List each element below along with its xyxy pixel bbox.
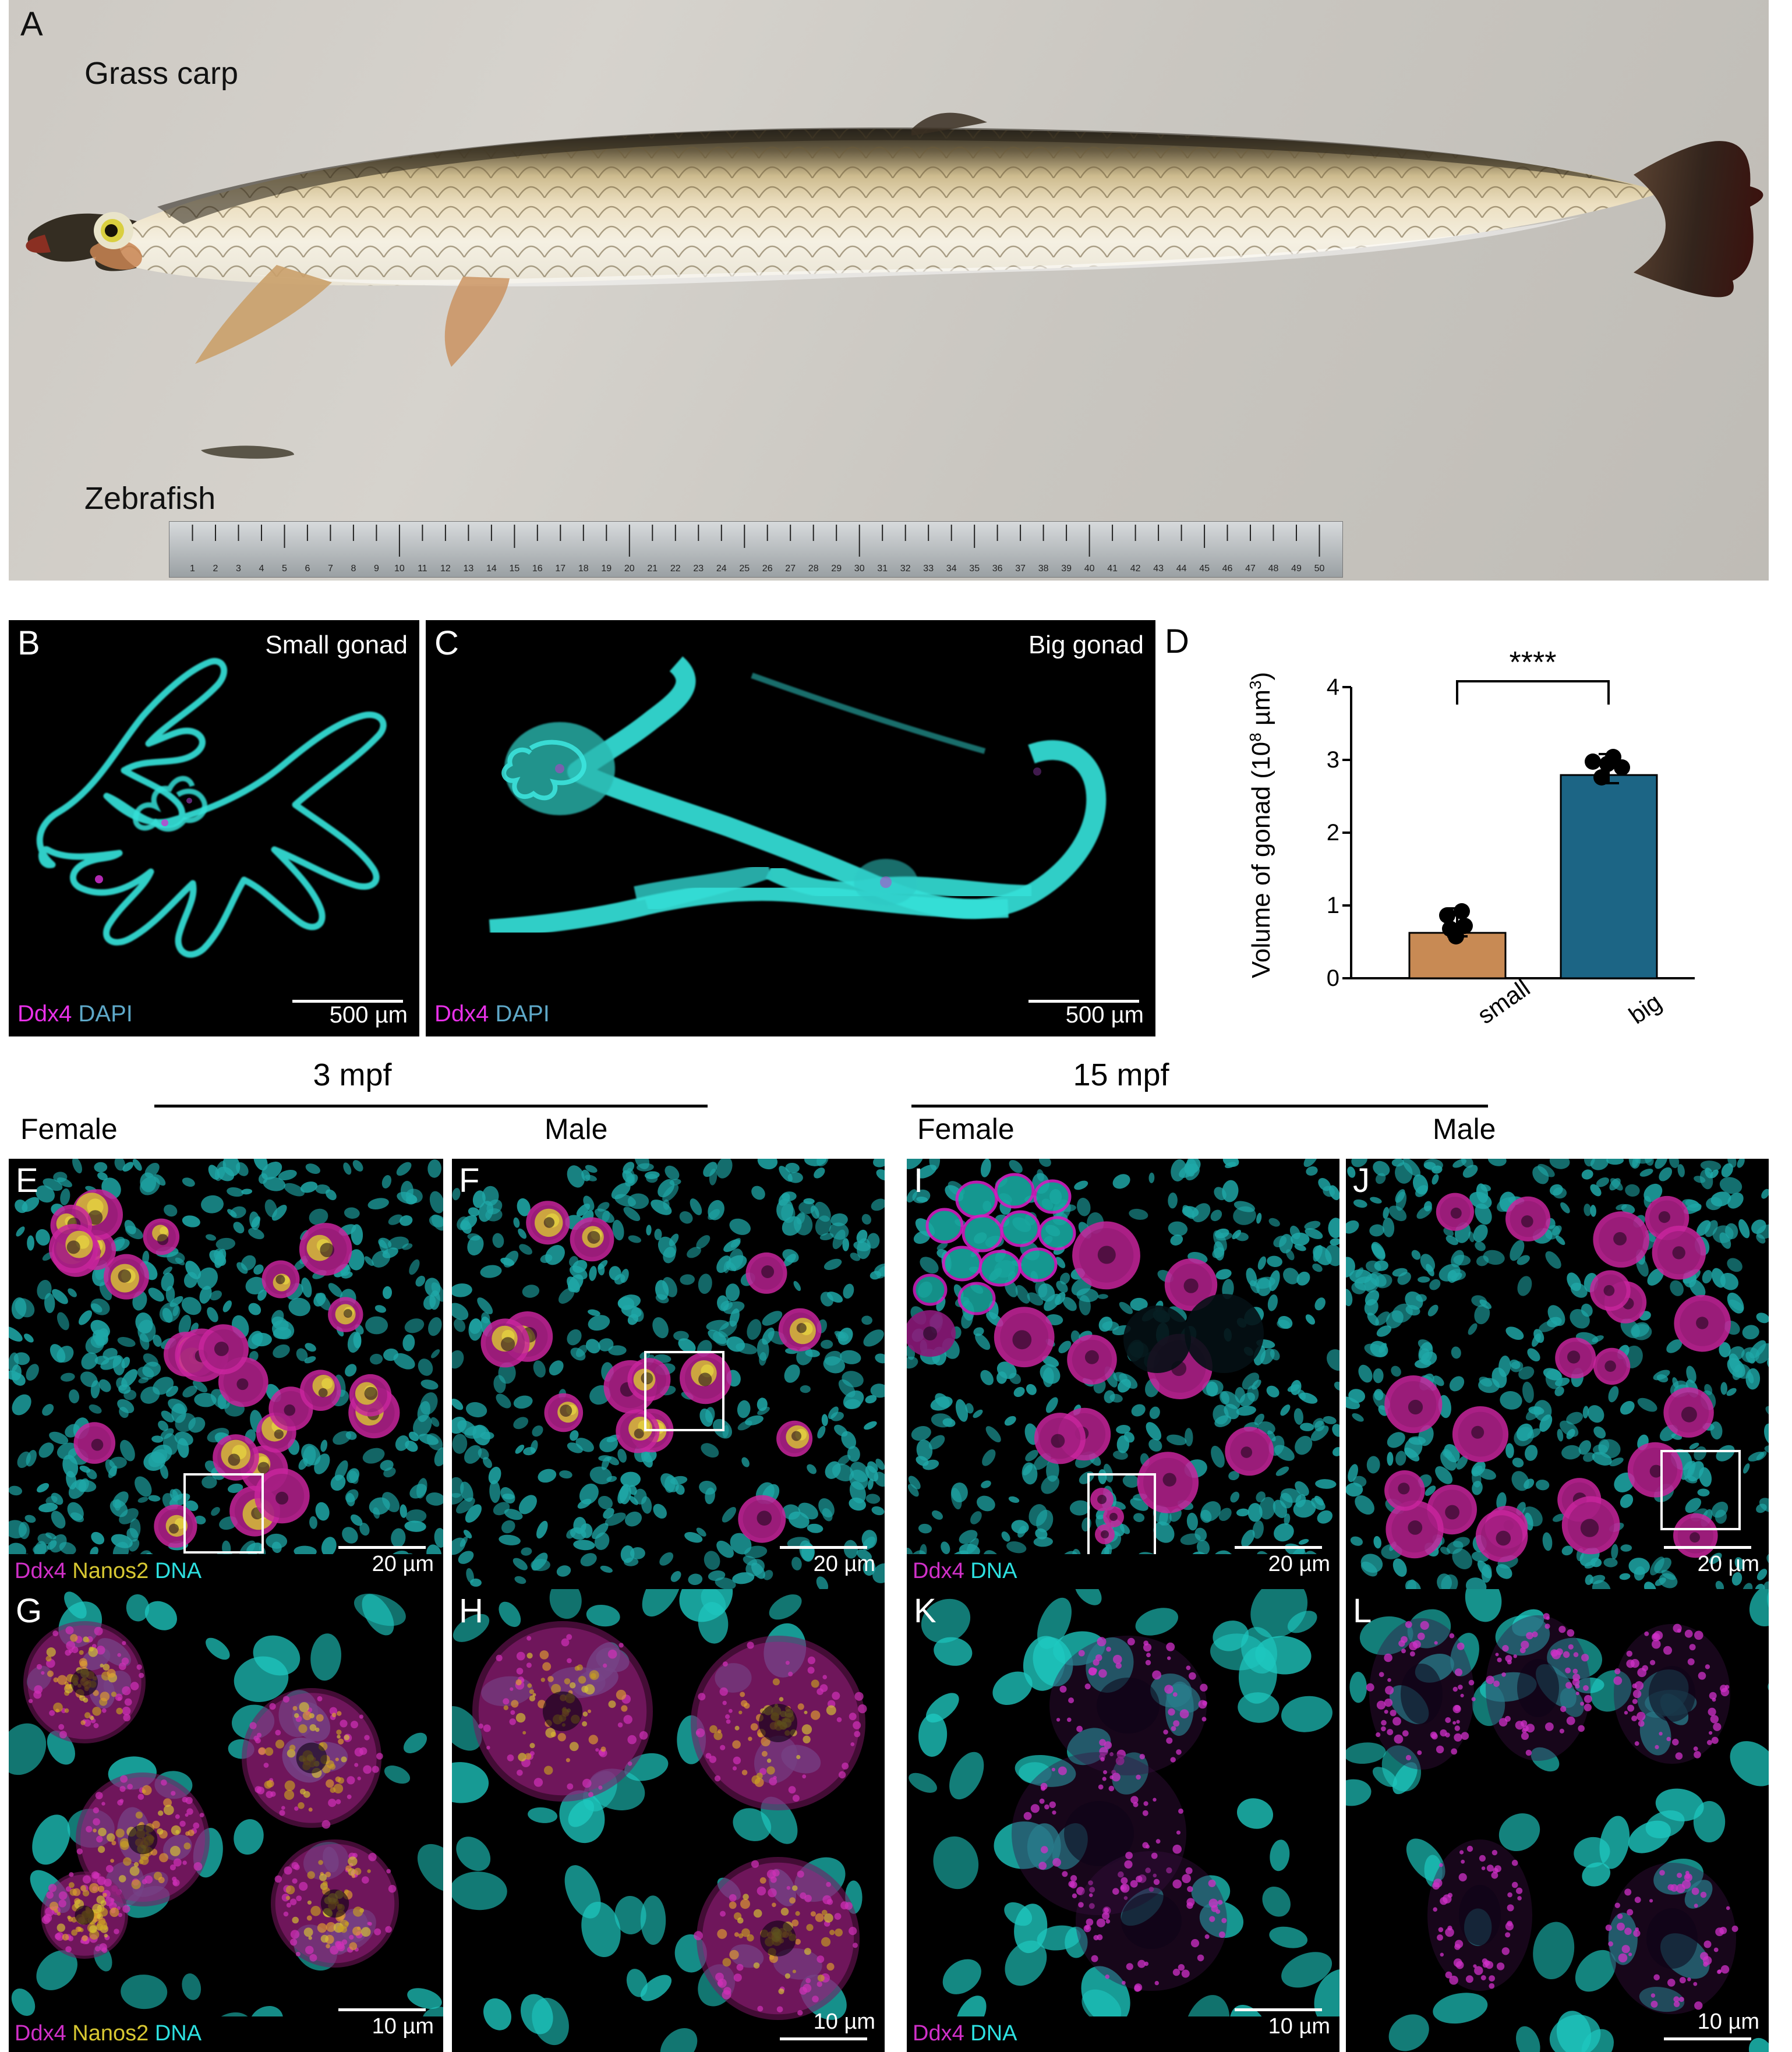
svg-text:1: 1 — [1327, 893, 1339, 918]
svg-text:19: 19 — [601, 564, 612, 574]
svg-text:39: 39 — [1061, 564, 1072, 574]
svg-text:12: 12 — [440, 564, 451, 574]
svg-text:17: 17 — [555, 564, 565, 574]
svg-text:23: 23 — [693, 564, 704, 574]
svg-text:36: 36 — [992, 564, 1003, 574]
svg-text:16: 16 — [532, 564, 543, 574]
svg-text:5: 5 — [282, 564, 287, 574]
svg-text:3: 3 — [1327, 747, 1339, 773]
svg-text:50: 50 — [1314, 564, 1325, 574]
svg-text:49: 49 — [1291, 564, 1302, 574]
svg-text:46: 46 — [1222, 564, 1233, 574]
svg-text:26: 26 — [762, 564, 773, 574]
svg-text:24: 24 — [716, 564, 727, 574]
svg-text:25: 25 — [739, 564, 750, 574]
svg-text:28: 28 — [808, 564, 819, 574]
svg-text:6: 6 — [305, 564, 310, 574]
svg-text:11: 11 — [418, 564, 427, 574]
svg-text:****: **** — [1510, 646, 1557, 680]
svg-text:21: 21 — [647, 564, 658, 574]
svg-text:48: 48 — [1268, 564, 1279, 574]
svg-text:33: 33 — [923, 564, 934, 574]
svg-text:8: 8 — [351, 564, 356, 574]
svg-text:15: 15 — [510, 564, 520, 574]
svg-text:29: 29 — [831, 564, 842, 574]
svg-text:7: 7 — [328, 564, 333, 574]
svg-text:2: 2 — [213, 564, 218, 574]
svg-text:20: 20 — [624, 564, 635, 574]
svg-text:0: 0 — [1327, 965, 1339, 991]
svg-text:35: 35 — [969, 564, 980, 574]
svg-text:41: 41 — [1107, 564, 1118, 574]
svg-text:big: big — [1624, 988, 1666, 1029]
svg-text:34: 34 — [946, 564, 957, 574]
svg-text:30: 30 — [854, 564, 865, 574]
svg-text:10: 10 — [394, 564, 405, 574]
svg-text:1: 1 — [190, 564, 195, 574]
svg-text:9: 9 — [374, 564, 379, 574]
svg-text:18: 18 — [578, 564, 589, 574]
svg-text:43: 43 — [1153, 564, 1164, 574]
svg-text:small: small — [1472, 974, 1535, 1029]
svg-text:45: 45 — [1199, 564, 1210, 574]
svg-text:4: 4 — [259, 564, 264, 574]
svg-text:47: 47 — [1245, 564, 1256, 574]
svg-text:3: 3 — [236, 564, 241, 574]
svg-text:37: 37 — [1015, 564, 1026, 574]
svg-text:4: 4 — [1327, 674, 1339, 700]
svg-text:42: 42 — [1130, 564, 1141, 574]
svg-text:2: 2 — [1327, 820, 1339, 845]
svg-text:13: 13 — [464, 564, 474, 574]
svg-text:31: 31 — [877, 564, 888, 574]
svg-text:22: 22 — [670, 564, 681, 574]
svg-text:27: 27 — [785, 564, 796, 574]
svg-text:Volume of gonad (108 µm3): Volume of gonad (108 µm3) — [1246, 672, 1276, 978]
svg-text:40: 40 — [1084, 564, 1095, 574]
svg-text:44: 44 — [1176, 564, 1187, 574]
svg-text:14: 14 — [486, 564, 497, 574]
svg-text:32: 32 — [900, 564, 911, 574]
svg-text:38: 38 — [1038, 564, 1049, 574]
